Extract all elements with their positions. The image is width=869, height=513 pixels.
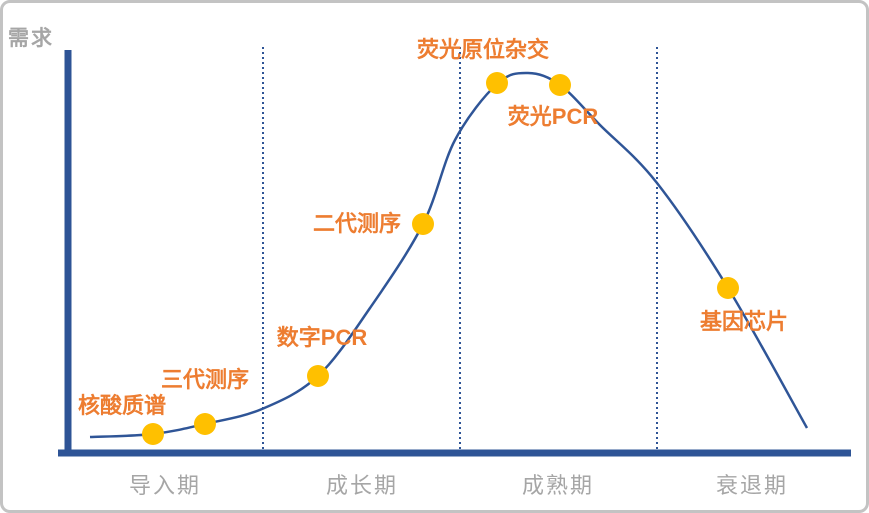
technology-label-5: 荧光原位杂交 <box>416 37 550 62</box>
stage-dividers <box>262 47 658 451</box>
demand-curve <box>89 71 809 439</box>
technology-label-3: 数字PCR <box>276 325 368 350</box>
technology-dot-3 <box>307 365 329 387</box>
technology-label-7: 基因芯片 <box>699 309 789 334</box>
technology-dot-4 <box>412 213 434 235</box>
stage-label-2: 成长期 <box>325 473 399 498</box>
technology-label-4: 二代测序 <box>312 211 402 236</box>
technology-label-6: 荧光PCR <box>507 104 599 129</box>
technology-dots <box>142 72 739 445</box>
axes <box>58 50 851 457</box>
technology-dot-7 <box>717 277 739 299</box>
technology-label-1: 核酸质谱 <box>77 393 167 418</box>
technology-dot-6 <box>549 74 571 96</box>
technology-dot-2 <box>194 413 216 435</box>
stage-label-1: 导入期 <box>128 473 202 498</box>
technology-label-2: 三代测序 <box>160 367 250 392</box>
stage-label-4: 衰退期 <box>715 473 789 498</box>
y-axis-label: 需求 <box>8 27 54 50</box>
technology-dot-5 <box>486 72 508 94</box>
stage-label-3: 成熟期 <box>521 473 595 498</box>
technology-dot-1 <box>142 423 164 445</box>
